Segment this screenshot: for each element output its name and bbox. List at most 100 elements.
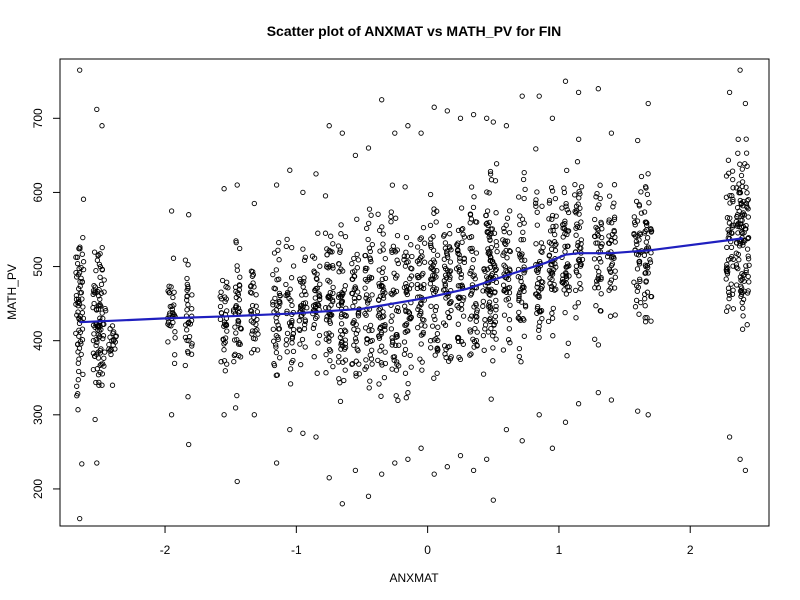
data-point bbox=[612, 239, 618, 245]
data-point bbox=[393, 334, 399, 340]
data-point bbox=[427, 338, 434, 344]
data-point bbox=[517, 213, 523, 219]
data-point bbox=[518, 237, 524, 243]
data-point bbox=[273, 372, 279, 379]
data-point bbox=[484, 115, 490, 121]
data-point bbox=[518, 253, 524, 259]
data-point bbox=[562, 309, 568, 316]
data-point bbox=[562, 249, 568, 255]
data-point bbox=[488, 244, 494, 251]
data-point bbox=[455, 321, 461, 327]
data-point bbox=[611, 182, 618, 188]
data-point bbox=[324, 246, 330, 252]
data-point bbox=[352, 299, 358, 305]
data-point bbox=[742, 226, 748, 232]
data-point bbox=[612, 234, 618, 240]
data-point bbox=[636, 258, 643, 265]
data-point bbox=[376, 307, 382, 313]
data-point bbox=[79, 461, 85, 467]
data-point bbox=[745, 206, 751, 212]
data-point bbox=[330, 265, 336, 271]
data-point bbox=[289, 302, 295, 309]
data-point bbox=[237, 341, 243, 347]
data-point bbox=[644, 222, 650, 229]
data-point bbox=[470, 467, 477, 474]
data-point bbox=[609, 220, 615, 226]
data-point bbox=[572, 181, 578, 188]
data-point bbox=[404, 328, 410, 334]
data-point bbox=[369, 337, 375, 344]
data-point bbox=[330, 241, 336, 247]
data-point bbox=[723, 264, 730, 270]
data-point bbox=[416, 312, 423, 318]
data-point bbox=[232, 284, 239, 290]
data-point bbox=[634, 266, 641, 272]
data-point bbox=[369, 241, 375, 248]
data-point bbox=[548, 184, 555, 191]
data-point bbox=[338, 222, 344, 228]
data-point bbox=[631, 279, 637, 285]
data-point bbox=[172, 329, 178, 335]
data-point bbox=[458, 205, 465, 211]
data-point bbox=[402, 263, 409, 269]
data-point bbox=[739, 326, 746, 332]
data-point bbox=[743, 150, 750, 156]
data-point bbox=[736, 243, 743, 249]
data-point bbox=[93, 379, 99, 386]
data-point bbox=[506, 230, 513, 236]
data-point bbox=[444, 252, 451, 258]
data-point bbox=[506, 248, 513, 254]
data-point bbox=[726, 434, 733, 440]
data-point bbox=[515, 315, 521, 321]
data-point bbox=[559, 205, 565, 211]
data-point bbox=[487, 309, 493, 315]
data-point bbox=[328, 332, 335, 338]
data-point bbox=[298, 305, 304, 311]
data-point bbox=[739, 230, 746, 237]
data-point bbox=[492, 267, 499, 274]
data-point bbox=[740, 239, 746, 246]
data-point bbox=[447, 259, 454, 265]
data-point bbox=[406, 310, 412, 316]
data-point bbox=[303, 291, 309, 298]
data-point bbox=[741, 212, 748, 218]
data-point bbox=[326, 346, 333, 353]
data-point bbox=[74, 312, 80, 318]
x-tick-label: 2 bbox=[687, 543, 694, 557]
data-point bbox=[484, 274, 490, 280]
data-point bbox=[562, 281, 568, 287]
data-point bbox=[461, 234, 468, 240]
data-point bbox=[538, 248, 544, 254]
trend-layer bbox=[79, 237, 743, 324]
data-point bbox=[645, 270, 651, 276]
data-point bbox=[535, 303, 541, 310]
data-point bbox=[563, 200, 569, 207]
data-point bbox=[113, 334, 119, 340]
data-point bbox=[362, 366, 368, 372]
data-point bbox=[418, 235, 424, 241]
data-point bbox=[80, 234, 86, 241]
data-point bbox=[442, 281, 448, 287]
data-point bbox=[474, 329, 480, 335]
data-point bbox=[418, 285, 424, 291]
data-point bbox=[442, 286, 448, 293]
data-point bbox=[735, 136, 741, 142]
data-point bbox=[250, 280, 256, 286]
data-point bbox=[644, 191, 651, 198]
data-point bbox=[737, 67, 743, 73]
data-point bbox=[561, 185, 567, 191]
data-point bbox=[238, 326, 244, 332]
data-point bbox=[434, 331, 441, 337]
data-point bbox=[565, 209, 572, 216]
data-point bbox=[612, 312, 618, 318]
data-point bbox=[502, 286, 508, 293]
data-point bbox=[380, 288, 386, 295]
data-point bbox=[483, 212, 489, 219]
data-point bbox=[491, 321, 497, 328]
data-point bbox=[393, 342, 399, 349]
data-point bbox=[606, 266, 613, 272]
data-point bbox=[598, 259, 604, 265]
data-point bbox=[607, 313, 614, 319]
data-point bbox=[73, 269, 79, 276]
data-point bbox=[235, 317, 241, 324]
